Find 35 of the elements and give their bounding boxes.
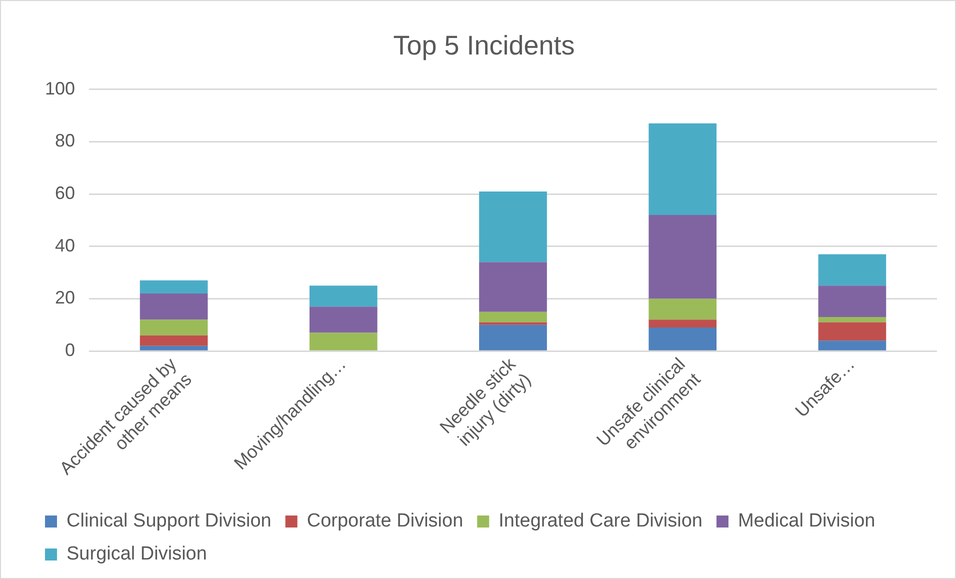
legend-label: Corporate Division [306,510,464,532]
bar [648,215,717,299]
bar [479,312,547,322]
legend-label: Surgical Division [66,544,207,565]
y-tick-label: 40 [55,235,76,256]
bar [648,123,717,216]
bar [648,320,717,328]
bar [140,280,208,294]
y-tick-label: 20 [55,288,76,308]
bar [818,322,886,341]
bar [310,306,378,333]
bar [140,335,208,346]
bar [140,294,208,320]
bar [818,254,886,286]
bar [310,332,378,350]
bar [479,324,547,350]
bar [479,262,547,312]
bar [310,286,378,307]
y-tick-label: 0 [65,340,76,360]
y-tick-label: 80 [55,130,76,151]
y-tick-label: 100 [44,78,76,98]
chart-title: Top 5 Incidents [393,30,575,61]
bar [818,340,886,350]
legend-label: Clinical Support Division [66,510,272,532]
bar [479,322,547,325]
bar [818,317,886,322]
y-tick-label: 60 [55,183,76,204]
legend-label: Integrated Care Division [498,510,702,532]
bar [140,346,208,350]
legend-label: Medical Division [738,510,876,532]
bar [648,328,717,350]
bar [479,191,547,262]
bar [648,298,717,320]
bar [818,286,886,318]
bar [140,320,208,336]
